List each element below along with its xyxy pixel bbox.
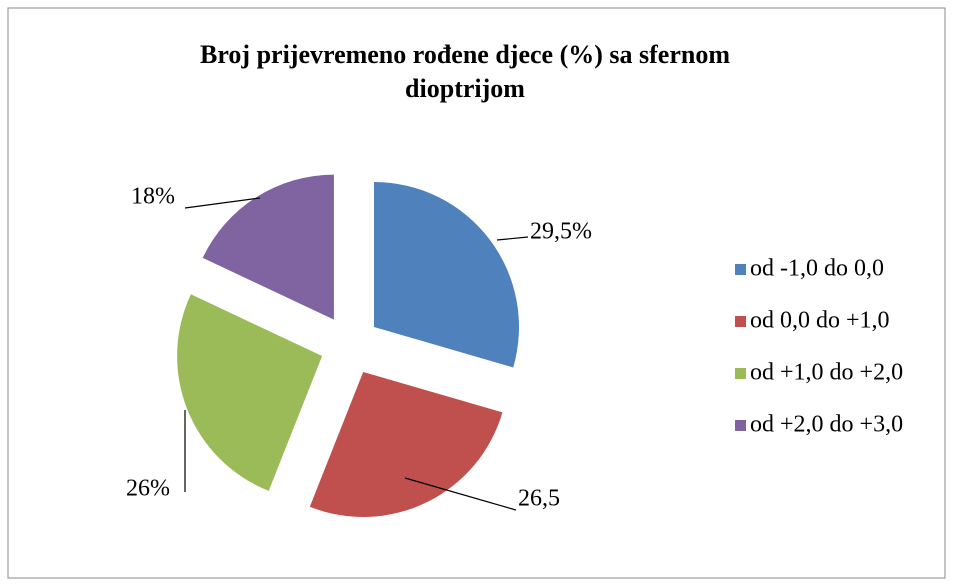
data-label: 26,5 [518,486,560,512]
leader-line [404,477,517,511]
pie-slice [309,371,503,517]
chart-title: Broj prijevremeno rođene djece (%) sa sf… [200,40,730,103]
data-label: 18% [131,184,175,210]
legend-swatch [735,420,746,431]
leader-line [184,197,261,209]
pie-slice [202,174,334,320]
pie-slice [373,181,519,368]
legend-swatch [735,368,746,379]
leader-line [496,236,529,241]
legend-label: od -1,0 do 0,0 [750,256,884,282]
legend-label: od +2,0 do +3,0 [750,412,903,438]
legend-label: od 0,0 do +1,0 [750,308,890,334]
legend-swatch [735,316,746,327]
legend-swatch [735,264,746,275]
data-label: 29,5% [530,219,592,245]
data-label: 26% [126,476,170,502]
pie-slice [177,294,323,491]
legend-label: od +1,0 do +2,0 [750,360,903,386]
